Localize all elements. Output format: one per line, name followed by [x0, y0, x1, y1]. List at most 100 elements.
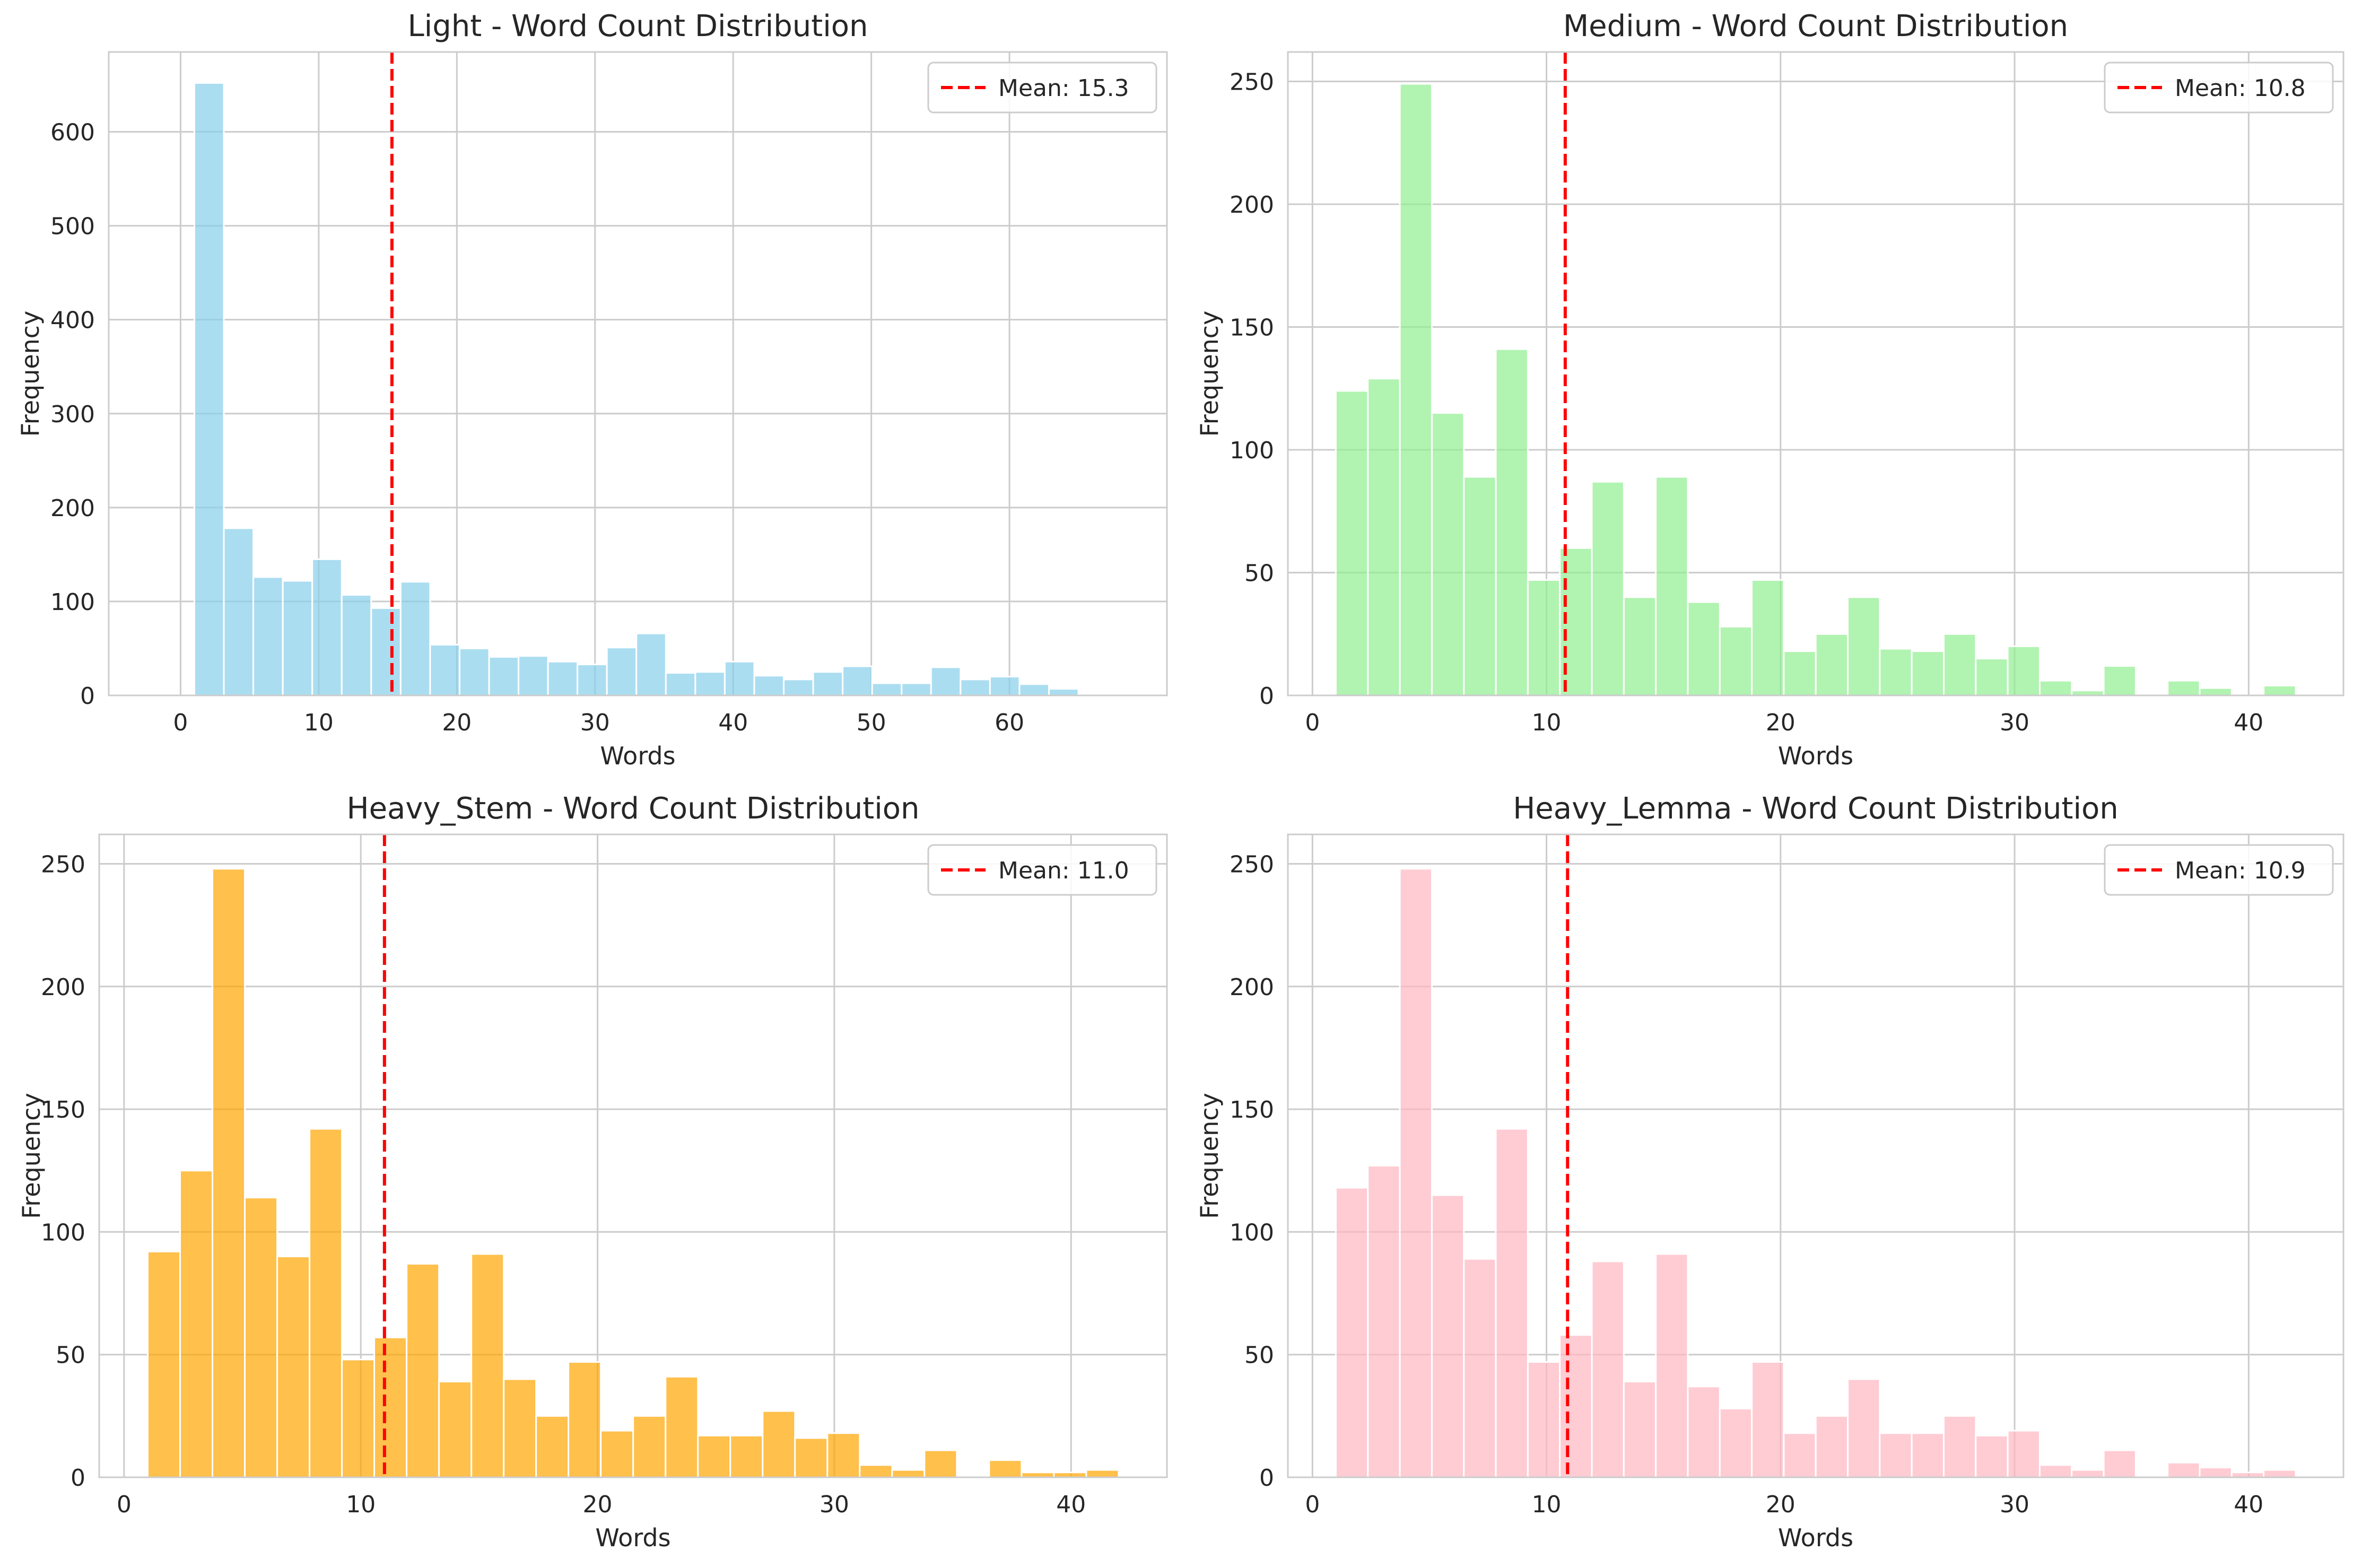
histogram-bar	[252, 576, 284, 696]
y-tick-label: 250	[1230, 69, 1274, 96]
x-tick-label: 40	[2234, 1491, 2263, 1518]
legend-box	[927, 62, 1157, 114]
histogram-bar	[901, 682, 932, 696]
x-tick-label: 30	[2000, 709, 2029, 736]
histogram-bar	[373, 1336, 408, 1478]
x-tick-label: 0	[1305, 709, 1320, 736]
legend-label: Mean: 15.3	[998, 75, 1129, 102]
histogram-bar	[1623, 1381, 1657, 1478]
y-tick-label: 250	[41, 851, 85, 878]
histogram-bar	[826, 1432, 861, 1478]
y-tick-label: 250	[1230, 851, 1274, 878]
histogram-bar	[1815, 1415, 1849, 1478]
histogram-bar	[282, 580, 313, 696]
x-tick-label: 40	[1056, 1491, 1086, 1518]
histogram-bar	[1431, 412, 1465, 696]
histogram-bar	[2038, 680, 2073, 696]
histogram-bar	[2071, 1469, 2105, 1478]
histogram-bar	[2007, 1430, 2041, 1478]
histogram-bar	[1687, 601, 1721, 696]
histogram-bar	[1463, 476, 1497, 696]
histogram-bar	[923, 1449, 958, 1478]
histogram-bar	[1623, 596, 1657, 696]
histogram-bar	[762, 1410, 796, 1478]
legend: Mean: 10.8	[2104, 62, 2334, 114]
x-tick-label: 30	[820, 1491, 849, 1518]
y-tick-label: 50	[1244, 560, 1274, 587]
histogram-bar	[960, 678, 991, 696]
histogram-bar	[635, 632, 667, 696]
histogram-bar	[930, 666, 962, 696]
histogram-bar	[547, 660, 579, 696]
histogram-bar	[1399, 868, 1433, 1478]
legend-box	[927, 844, 1157, 896]
histogram-bar	[309, 1128, 343, 1478]
histogram-bar	[665, 1375, 699, 1478]
histogram-bar	[311, 558, 343, 696]
histogram-bar	[1879, 648, 1913, 696]
histogram-bar	[1655, 476, 1689, 696]
histogram-bar	[2103, 665, 2137, 696]
y-tick-label: 100	[1230, 1219, 1274, 1246]
histogram-bar	[399, 581, 431, 696]
histogram-bar	[2038, 1464, 2073, 1478]
histogram-bar	[193, 82, 225, 696]
histogram-bar	[1591, 481, 1625, 696]
histogram-bar	[794, 1437, 829, 1478]
histogram-bar	[1815, 633, 1849, 696]
histogram-bar	[438, 1381, 473, 1478]
subplot-2: 0 10 20 30 40 0 50 100 150 200 250 Medium - Word Co…	[1195, 9, 2344, 770]
histogram-bar	[1655, 1253, 1689, 1478]
plot-frame	[108, 51, 1168, 696]
histogram-bar	[2199, 1466, 2233, 1478]
plot-frame	[98, 833, 1168, 1478]
x-tick-label: 10	[304, 709, 334, 736]
histogram-bar	[1335, 1187, 1369, 1478]
legend-box	[2104, 62, 2334, 114]
histogram-bar	[2007, 645, 2041, 696]
histogram-bar	[223, 527, 255, 696]
y-axis-label: Frequency	[17, 1093, 46, 1219]
y-tick-label: 0	[1259, 683, 1274, 710]
y-tick-label: 0	[71, 1465, 85, 1492]
histogram-bar	[1463, 1258, 1497, 1478]
x-tick-label: 10	[1532, 1491, 1562, 1518]
histogram-bar	[2167, 1461, 2201, 1478]
plot-frame	[1287, 833, 2344, 1478]
y-tick-label: 50	[56, 1342, 85, 1369]
histogram-bar	[600, 1430, 634, 1478]
histogram-bar	[2103, 1449, 2137, 1478]
legend-label: Mean: 11.0	[998, 857, 1129, 884]
histogram-bar	[871, 682, 903, 696]
histogram-bar	[2167, 680, 2201, 696]
histogram-bar	[989, 676, 1021, 696]
subplot-title: Heavy_Stem - Word Count Distribution	[346, 791, 919, 826]
histogram-bar	[724, 660, 755, 696]
x-tick-label: 20	[1766, 709, 1796, 736]
subplot-title: Heavy_Lemma - Word Count Distribution	[1513, 791, 2119, 826]
histogram-bar	[212, 868, 246, 1478]
y-tick-label: 200	[50, 495, 95, 522]
histogram-bar	[1751, 1361, 1785, 1478]
histogram-bar	[753, 675, 785, 696]
x-tick-label: 20	[1766, 1491, 1796, 1518]
legend-box	[2104, 844, 2334, 896]
y-tick-label: 500	[50, 213, 95, 240]
y-tick-label: 0	[80, 683, 95, 710]
histogram-bar	[842, 665, 873, 696]
y-tick-label: 150	[1230, 315, 1274, 342]
x-axis-label: Words	[1778, 742, 1853, 770]
y-tick-label: 100	[41, 1219, 85, 1246]
legend: Mean: 15.3	[927, 62, 1157, 114]
histogram-bar	[147, 1250, 181, 1478]
x-tick-label: 30	[2000, 1491, 2029, 1518]
y-axis-label: Frequency	[16, 311, 45, 437]
histogram-bar	[1591, 1260, 1625, 1478]
histogram-bar	[783, 678, 814, 696]
x-tick-label: 50	[857, 709, 886, 736]
histogram-bar	[1847, 1378, 1881, 1478]
histogram-bar	[1879, 1432, 1913, 1478]
